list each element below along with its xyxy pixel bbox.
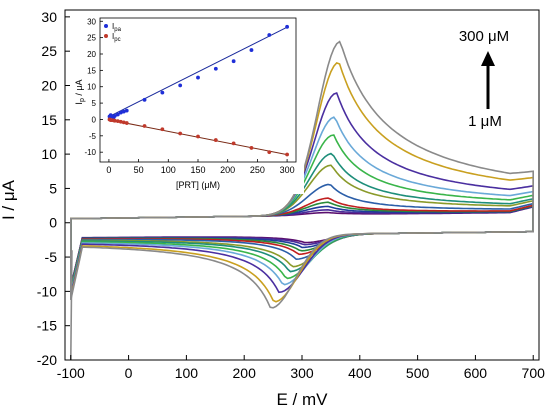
inset-data-point bbox=[160, 127, 165, 132]
legend-label-ipc: Ipc bbox=[112, 32, 121, 43]
inset-y-tick-label: 25 bbox=[87, 34, 96, 43]
inset-legend: Ipa Ipc bbox=[104, 22, 122, 43]
inset-data-point bbox=[267, 150, 272, 155]
inset-x-tick-label: 200 bbox=[220, 165, 235, 175]
inset-x-axis-label: [PRT] (μM) bbox=[176, 180, 220, 190]
inset-x-axis: 0 50 100 150 200 250 300 bbox=[106, 159, 295, 175]
inset-data-point bbox=[115, 112, 120, 117]
main-y-tick-label: 20 bbox=[41, 77, 57, 93]
inset-y-tick-label: 30 bbox=[87, 17, 96, 26]
main-y-axis: -20 -15 -10 -5 0 5 10 15 20 25 30 bbox=[37, 9, 70, 368]
inset-data-point bbox=[118, 119, 123, 124]
inset-data-point bbox=[115, 119, 120, 123]
inset-data-point bbox=[231, 59, 236, 64]
inset-x-tick-label: 0 bbox=[106, 165, 111, 175]
inset-data-point bbox=[121, 109, 126, 114]
main-x-axis-label: E / mV bbox=[276, 390, 328, 409]
inset-content bbox=[107, 24, 289, 157]
inset-data-point bbox=[196, 134, 200, 139]
inset-x-tick-label: 250 bbox=[250, 165, 265, 175]
main-x-tick-label: 400 bbox=[348, 365, 372, 381]
inset-data-point bbox=[112, 118, 117, 123]
inset-background bbox=[72, 14, 304, 194]
inset-data-point bbox=[285, 24, 289, 29]
legend-marker-ipa bbox=[104, 24, 108, 28]
inset-y-tick-label: 15 bbox=[87, 66, 96, 75]
inset-data-point bbox=[213, 138, 218, 142]
main-y-tick-label: -15 bbox=[37, 318, 57, 334]
inset-data-point bbox=[112, 113, 117, 118]
main-y-tick-label: -10 bbox=[37, 283, 57, 299]
inset-data-point bbox=[121, 120, 126, 125]
inset-fit-line bbox=[108, 26, 288, 118]
inset-data-point bbox=[249, 146, 254, 150]
main-y-tick-label: 0 bbox=[49, 215, 57, 231]
cv-curves bbox=[69, 40, 534, 361]
main-x-tick-label: 200 bbox=[233, 365, 257, 381]
inset-data-point bbox=[285, 152, 289, 157]
main-y-tick-label: 5 bbox=[49, 180, 57, 196]
concentration-arrow-icon bbox=[481, 51, 495, 109]
inset-y-tick-label: 0 bbox=[92, 115, 97, 124]
main-x-tick-label: 0 bbox=[125, 365, 133, 381]
inset-data-point bbox=[142, 124, 147, 128]
inset-y-tick-label: 5 bbox=[92, 99, 97, 108]
inset-y-tick-label: 10 bbox=[87, 83, 96, 92]
inset-data-point bbox=[178, 131, 183, 136]
inset-x-tick-label: 300 bbox=[280, 165, 295, 175]
inset-data-point bbox=[249, 48, 254, 52]
inset-y-tick-label: -10 bbox=[84, 148, 96, 157]
main-y-tick-label: -5 bbox=[45, 249, 58, 265]
main-x-tick-label: 500 bbox=[406, 365, 430, 381]
inset-data-point bbox=[124, 121, 129, 125]
inset-data-point bbox=[142, 97, 147, 102]
legend-label-ipa: Ipa bbox=[112, 22, 122, 33]
cv-initial-spike bbox=[69, 250, 73, 361]
main-x-axis: -100 0 100 200 300 400 500 600 700 bbox=[57, 355, 545, 381]
inset-data-point bbox=[231, 141, 236, 146]
inset-y-axis: -10 -5 0 5 10 15 20 25 30 bbox=[84, 17, 103, 157]
legend-marker-ipc bbox=[104, 34, 108, 38]
inset-y-tick-label: -5 bbox=[89, 132, 97, 141]
main-y-axis-label: I / μA bbox=[0, 179, 18, 220]
inset-data-point bbox=[213, 66, 218, 71]
main-x-tick-label: 100 bbox=[175, 365, 199, 381]
main-chart: -100 0 100 200 300 400 500 600 700 -20-15-10-505… bbox=[0, 9, 545, 409]
inset-data-point bbox=[124, 108, 129, 113]
main-y-tick-label: 15 bbox=[41, 112, 57, 128]
inset-x-tick-label: 150 bbox=[190, 165, 205, 175]
inset-x-tick-label: 100 bbox=[161, 165, 176, 175]
inset-data-point bbox=[160, 90, 165, 95]
inset-chart: 0 50 100 150 200 250 300 -10 -5 0 5 10 15 20 25 30 [PR… bbox=[72, 14, 304, 194]
inset-data-point bbox=[178, 83, 183, 88]
main-y-tick-label: 25 bbox=[41, 43, 57, 59]
main-y-tick-label: -20 bbox=[37, 352, 57, 368]
cv-curve-series bbox=[70, 40, 534, 309]
inset-x-tick-label: 50 bbox=[134, 165, 144, 175]
inset-data-point bbox=[196, 75, 200, 80]
main-x-tick-label: 700 bbox=[522, 365, 546, 381]
inset-y-axis-label: Ip / μA bbox=[74, 79, 86, 104]
main-x-tick-label: 300 bbox=[290, 365, 314, 381]
main-y-tick-label: 30 bbox=[41, 9, 57, 25]
annotation-low-conc: 1 μM bbox=[468, 113, 502, 130]
annotation-high-conc: 300 μM bbox=[459, 28, 509, 45]
main-x-tick-label: -100 bbox=[57, 365, 85, 381]
main-x-tick-label: 600 bbox=[464, 365, 488, 381]
main-y-tick-label: 10 bbox=[41, 146, 57, 162]
inset-data-point bbox=[118, 110, 123, 115]
inset-data-point bbox=[267, 33, 272, 37]
inset-y-tick-label: 20 bbox=[87, 50, 96, 59]
